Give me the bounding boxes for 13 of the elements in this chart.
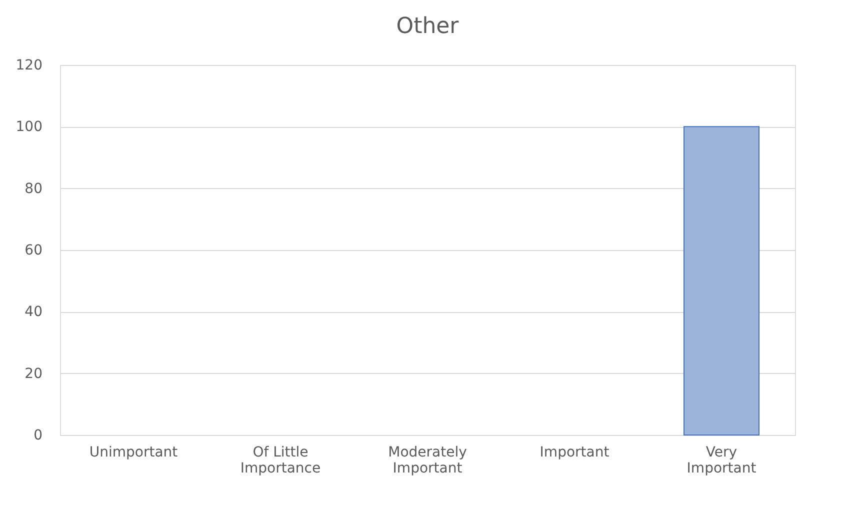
y-tick-label: 20	[24, 366, 42, 382]
y-tick-label: 60	[24, 242, 42, 258]
x-tick-label: Unimportant	[89, 444, 178, 460]
y-tick-label: 0	[34, 428, 42, 444]
y-tick-label: 100	[16, 119, 42, 136]
x-tick-label: Important	[540, 444, 610, 460]
x-tick-label: Very Important	[686, 444, 757, 476]
x-tick-label: Of Little Importance	[240, 444, 321, 476]
chart-title: Other	[396, 14, 460, 39]
y-tick-label: 80	[24, 180, 42, 197]
y-tick-label: 120	[16, 58, 42, 74]
x-tick-label: Moderately Important	[388, 444, 467, 476]
y-tick-label: 40	[24, 304, 42, 320]
